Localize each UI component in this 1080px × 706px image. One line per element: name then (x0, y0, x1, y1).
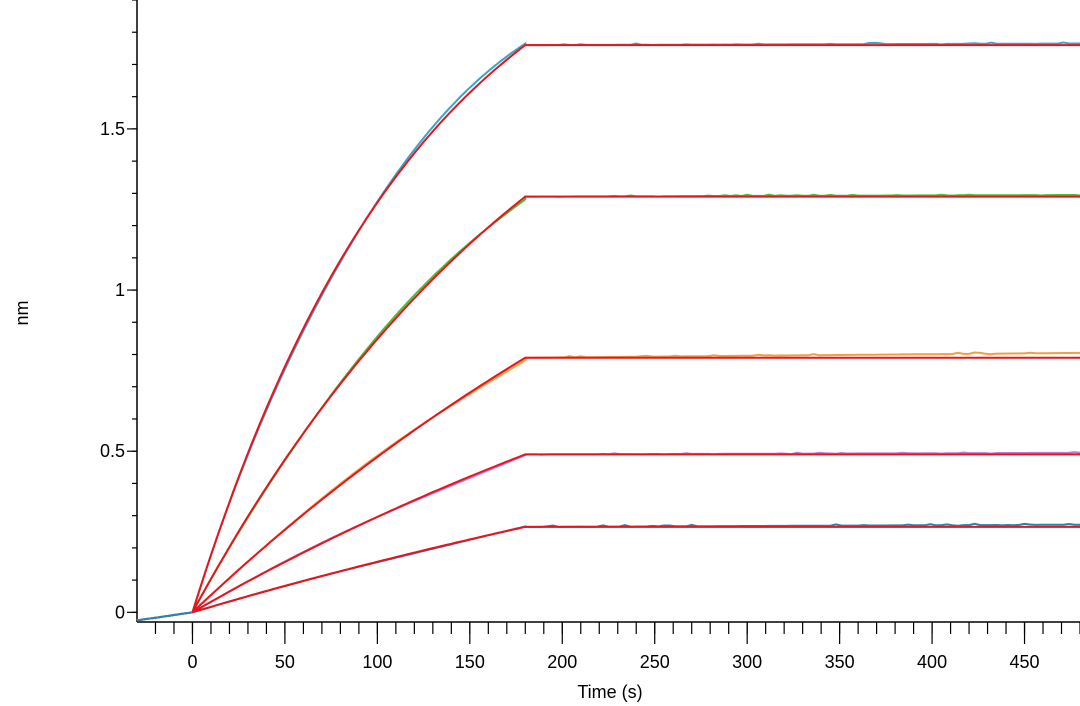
x-tick-label: 150 (455, 652, 485, 672)
measured-trace-2 (136, 193, 1080, 622)
y-tick-label: 1.5 (100, 119, 125, 139)
x-tick-label: 0 (187, 652, 197, 672)
y-tick-label: 1 (115, 280, 125, 300)
x-axis: 0 50 100 150 200 250 300 350 400 450 (137, 621, 1080, 672)
measured-trace-5 (136, 522, 1080, 622)
y-axis: 0 0.5 1 1.5 (100, 0, 138, 622)
y-tick-label: 0 (115, 602, 125, 622)
x-tick-label: 50 (275, 652, 295, 672)
x-tick-label: 400 (917, 652, 947, 672)
fit-curve-1 (191, 44, 1080, 613)
x-tick-label: 450 (1010, 652, 1040, 672)
fit-curve-3 (191, 356, 1080, 614)
x-axis-title: Time (s) (577, 682, 642, 702)
fit-curve-4 (192, 453, 1080, 614)
measured-trace-3 (136, 351, 1080, 622)
x-tick-label: 300 (732, 652, 762, 672)
x-tick-label: 100 (362, 652, 392, 672)
y-axis-title: nm (12, 300, 32, 325)
fit-curve-5 (192, 525, 1080, 614)
y-tick-label: 0.5 (100, 441, 125, 461)
x-tick-label: 200 (547, 652, 577, 672)
x-tick-label: 250 (640, 652, 670, 672)
fit-curve-2 (191, 195, 1080, 613)
data-series-layer (136, 41, 1080, 622)
fit-curves-layer (191, 44, 1080, 614)
x-tick-label: 350 (825, 652, 855, 672)
